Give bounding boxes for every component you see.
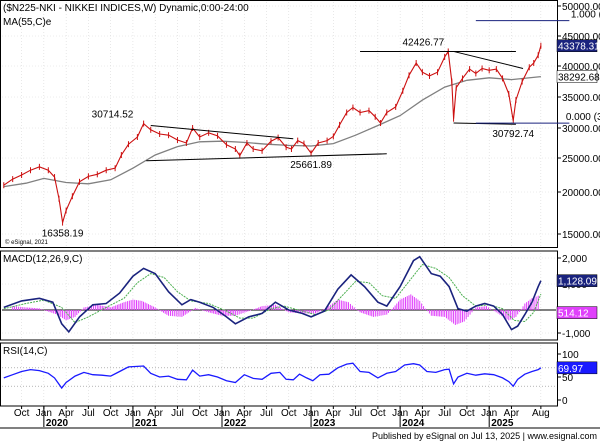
month-label-20: Oct — [459, 408, 475, 419]
fib-label-1: 0.000 (30792.74) — [566, 112, 600, 123]
price-tick-label-5: 40000.00 — [562, 62, 600, 73]
year-label-3: 2023 — [313, 418, 336, 429]
last-price-tag-box — [556, 39, 598, 52]
last-rsi-tag-box — [556, 361, 598, 375]
rsi-tick-label-0: 0 — [562, 396, 568, 407]
price-annotation-1: 30714.52 — [92, 110, 134, 121]
trendline-1 — [146, 153, 387, 162]
last-hist-tag-text: 514.12 — [558, 309, 589, 320]
macd-tick-label-3: 2,000 — [562, 254, 587, 265]
year-label-5: 2025 — [491, 418, 514, 429]
month-label-22: Apr — [504, 408, 520, 419]
month-label-15: Jul — [349, 408, 362, 419]
trendline-0 — [150, 125, 294, 140]
price-layer: 1.000 (47557.62) 0.000 (30792.74) 16358.19… — [3, 10, 600, 240]
price-tick-label-7: 50000.00 — [562, 2, 600, 13]
month-label-16: Oct — [370, 408, 386, 419]
macd-pane-frame — [0, 250, 558, 341]
month-label-12: Oct — [281, 408, 297, 419]
month-label-14: Apr — [326, 408, 342, 419]
rsi-layer — [2, 362, 556, 390]
fib-label-0: 1.000 (47557.62) — [571, 10, 600, 21]
ma-label: MA(55,C)e — [3, 17, 52, 28]
price-tick-label-2: 25000.00 — [562, 154, 600, 165]
last-hist-tag: 514.12 — [556, 306, 598, 320]
price-annotation-3: 42426.77 — [403, 37, 445, 48]
trendline-4 — [453, 122, 516, 125]
grid-layer — [2, 2, 556, 404]
last-macd-tag: 1,128.09 — [556, 274, 598, 288]
macd-layer — [2, 255, 556, 334]
month-label-4: Oct — [103, 408, 119, 419]
price-pane-frame — [0, 0, 558, 248]
macd-tick-label-0: -1,000 — [562, 329, 591, 340]
month-label-0: Oct — [14, 408, 30, 419]
rsi-label: RSI(14,C) — [3, 346, 47, 357]
rsi-line — [3, 362, 542, 390]
year-label-4: 2024 — [402, 418, 425, 429]
macd-line — [3, 255, 542, 334]
rsi-pane-frame — [0, 342, 558, 407]
price-tick-label-0: 15000.00 — [562, 230, 600, 241]
month-label-3: Jul — [82, 408, 95, 419]
last-hist-tag-box — [556, 306, 598, 319]
price-tick-label-1: 20000.00 — [562, 188, 600, 199]
rsi-tick-label-2: 100 — [562, 350, 579, 361]
price-annotation-2: 25661.89 — [290, 160, 332, 171]
last-ma-tag-box — [556, 70, 598, 83]
month-label-10: Apr — [236, 408, 252, 419]
month-label-11: Jul — [260, 408, 273, 419]
month-label-18: Apr — [415, 408, 431, 419]
last-ma-tag-text: 38292.68 — [558, 73, 600, 84]
month-label-8: Oct — [192, 408, 208, 419]
price-tick-label-4: 35000.00 — [562, 93, 600, 104]
rsi-tick-label-1: 50 — [562, 373, 574, 384]
footer-credit: Published by eSignal on Jul 13, 2025 | w… — [372, 431, 597, 441]
year-label-0: 2020 — [46, 418, 69, 429]
axis-layer: 15000.00 20000.00 25000.00 30000.00 35000.00… — [14, 2, 600, 429]
price-line — [3, 45, 542, 223]
last-macd-tag-box — [556, 274, 598, 287]
macd-label: MACD(12,26,9,C) — [3, 254, 82, 265]
month-label-23: Aug — [532, 408, 550, 419]
last-macd-tag-text: 1,128.09 — [558, 277, 597, 288]
chart-title: ($N225-NKI - NIKKEI INDICES,W) Dynamic,0… — [3, 3, 249, 14]
ma55-line — [3, 75, 541, 188]
last-ma-tag: 38292.68 — [556, 70, 600, 84]
macd-signal-line — [3, 263, 542, 324]
year-label-1: 2021 — [135, 418, 158, 429]
month-label-19: Jul — [438, 408, 451, 419]
month-label-2: Apr — [58, 408, 74, 419]
last-price-tag: 43378.31 — [556, 39, 600, 53]
month-label-7: Jul — [171, 408, 184, 419]
price-tick-label-3: 30000.00 — [562, 124, 600, 135]
year-label-2: 2022 — [224, 418, 247, 429]
last-rsi-tag: 69.97 — [556, 361, 598, 375]
month-label-6: Apr — [147, 408, 163, 419]
last-price-tag-text: 43378.31 — [558, 42, 600, 53]
price-annotation-0: 16358.19 — [42, 229, 84, 240]
watermark: © eSignal, 2021 — [5, 239, 48, 246]
price-tick-label-6: 45000.00 — [562, 32, 600, 43]
price-annotation-4: 30792.74 — [492, 129, 534, 140]
trendline-3 — [453, 50, 524, 69]
last-rsi-tag-text: 69.97 — [558, 364, 583, 375]
